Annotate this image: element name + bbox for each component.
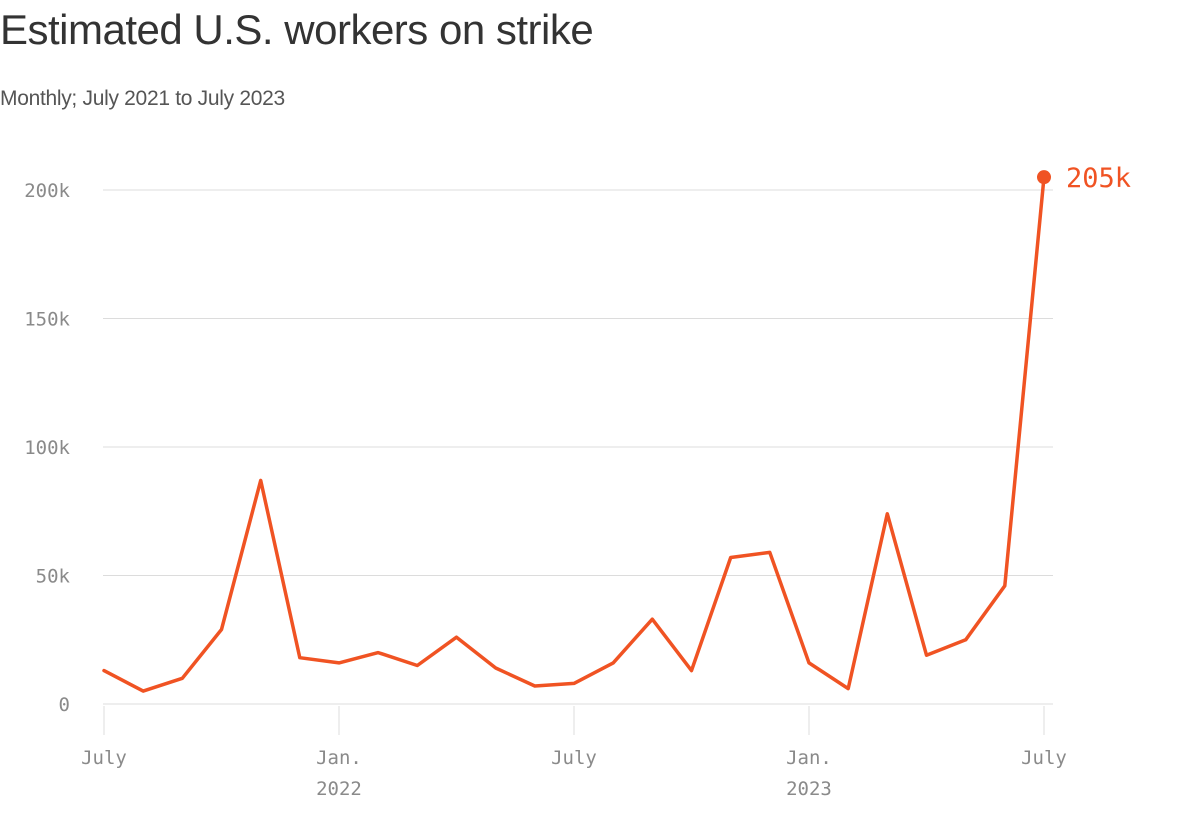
x-tick-label: Jan. [786,747,832,769]
y-tick-label: 0 [59,694,70,716]
y-tick-label: 200k [24,180,70,202]
y-axis-ticks: 0 50k 100k 150k 200k [24,180,70,716]
y-tick-label: 50k [36,566,71,588]
x-tick-label: Jan. [316,747,362,769]
y-tick-label: 150k [24,309,70,331]
y-tick-label: 100k [24,437,70,459]
series-layer [102,175,1046,693]
endpoint-value-label: 205k [1066,163,1131,194]
chart-title: Estimated U.S. workers on strike [0,6,594,53]
series-line [102,175,1046,693]
x-tick-label: July [81,747,127,769]
x-axis-ticks: July Jan. 2022 July Jan. 2023 July [81,706,1067,800]
x-tick-year-label: 2022 [316,778,362,800]
x-tick-year-label: 2023 [786,778,832,800]
chart-subtitle: Monthly; July 2021 to July 2023 [0,87,285,110]
x-tick-label: July [551,747,597,769]
annotation-layer: 205k [1037,163,1131,194]
x-tick-label: July [1021,747,1067,769]
endpoint-marker [1037,170,1051,185]
gridlines [103,189,1053,705]
